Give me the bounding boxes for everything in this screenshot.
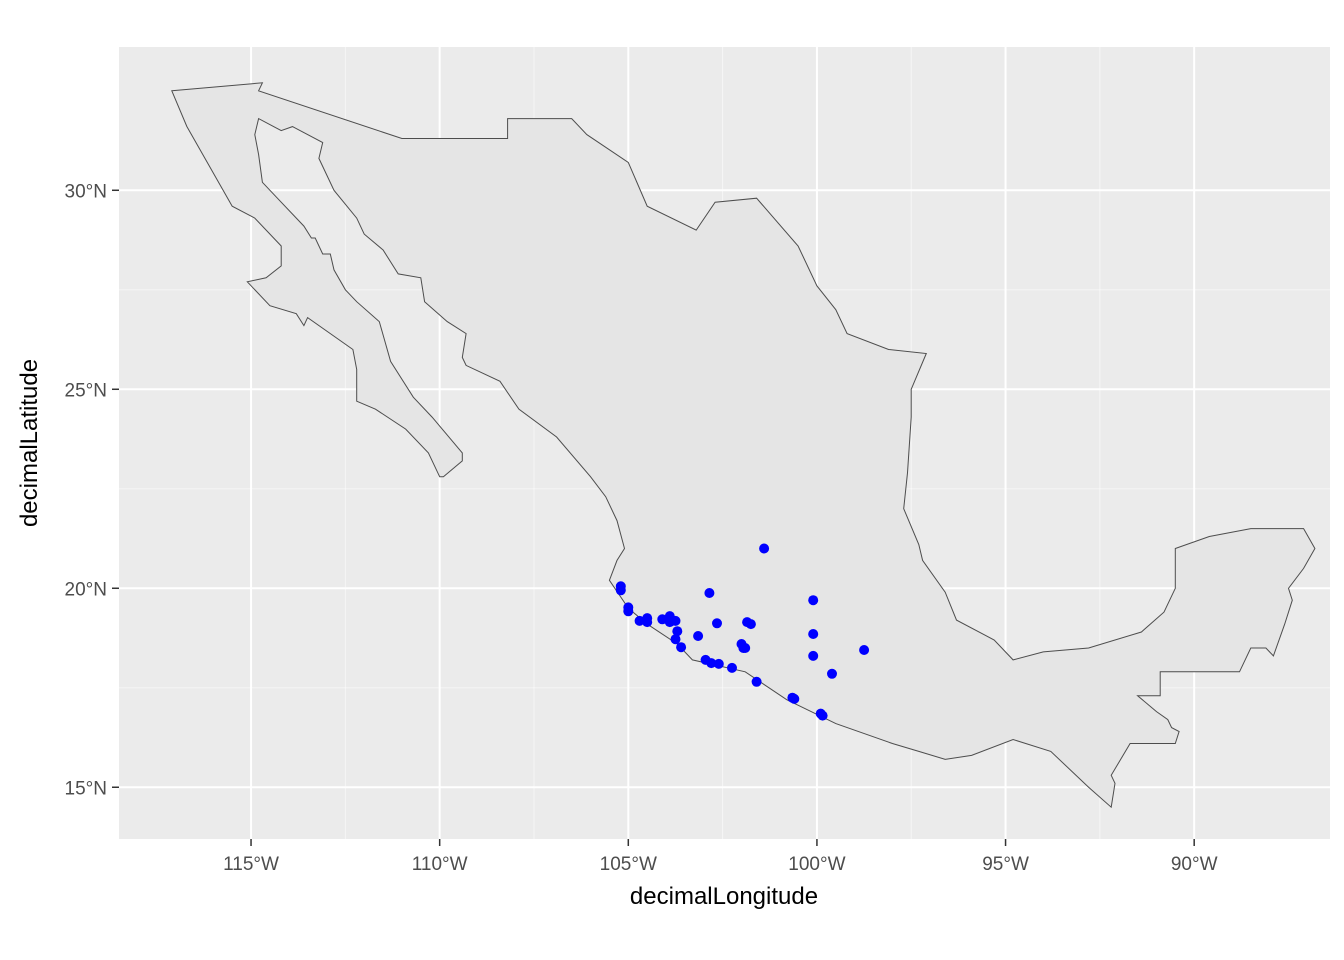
y-axis-title: decimalLatitude (16, 359, 43, 527)
x-tick-label: 105°W (600, 854, 657, 875)
occurrence-point (727, 662, 737, 673)
occurrence-point (615, 585, 626, 596)
occurrence-point (751, 676, 762, 687)
x-axis-title: decimalLongitude (630, 883, 818, 910)
occurrence-point (634, 615, 645, 626)
occurrence-point (693, 631, 704, 641)
mexico-outline (171, 82, 1316, 809)
occurrence-point (712, 618, 722, 629)
occurrence-point (704, 588, 715, 598)
occurrence-point (808, 650, 819, 661)
occurrence-point (817, 710, 828, 721)
x-axis-ticks: 115°W 110°W 105°W 100°W 95°W 90°W (223, 839, 1218, 875)
y-tick-label: 30°N (65, 181, 107, 202)
x-tick-label: 110°W (412, 854, 468, 875)
x-tick-label: 100°W (788, 854, 845, 875)
x-tick-label: 90°W (1171, 854, 1218, 875)
occurrence-point (808, 629, 819, 639)
occurrence-point (745, 619, 756, 630)
occurrence-points (615, 543, 870, 721)
occurrence-point (827, 668, 837, 679)
y-tick-label: 25°N (65, 380, 107, 401)
x-tick-label: 115°W (223, 854, 279, 875)
x-axis: 115°W 110°W 105°W 100°W 95°W 90°W decimalLong… (223, 839, 1218, 910)
occurrence-point (623, 606, 634, 617)
y-tick-label: 15°N (65, 778, 107, 799)
occurrence-point (642, 617, 653, 628)
occurrence-point (789, 693, 800, 704)
occurrence-point (657, 614, 668, 625)
y-axis-ticks: 15°N 20°N 25°N 30°N (65, 181, 119, 799)
occurrence-point (676, 642, 687, 653)
x-tick-label: 95°W (982, 854, 1029, 875)
occurrence-point (670, 615, 681, 626)
occurrence-point (672, 626, 683, 637)
occurrence-point (759, 543, 770, 554)
occurrence-point (713, 658, 724, 669)
occurrence-point (670, 634, 681, 645)
y-tick-label: 20°N (65, 579, 107, 600)
occurrence-point (808, 595, 819, 606)
occurrence-point (706, 658, 717, 669)
occurrence-point (859, 645, 870, 655)
y-axis: 15°N 20°N 25°N 30°N decimalLatitude (16, 181, 119, 799)
occurrence-point (740, 643, 751, 653)
